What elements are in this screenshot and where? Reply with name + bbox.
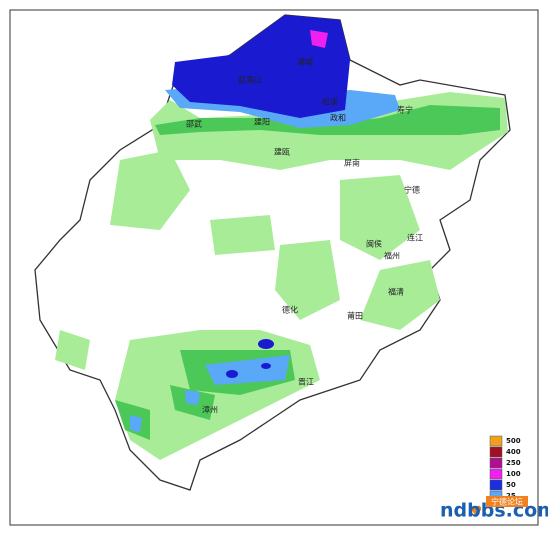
- city-label: 屏南: [344, 158, 360, 168]
- city-label: 建瓯: [274, 147, 290, 157]
- city-label: 邵武: [186, 119, 202, 129]
- rain-area: [258, 339, 274, 349]
- city-label: 晋江: [298, 378, 314, 387]
- city-label: 浦城: [297, 57, 313, 67]
- legend-swatch: [489, 468, 503, 480]
- rain-area: [130, 355, 290, 432]
- legend-swatch: [489, 479, 503, 491]
- legend-swatch: [489, 435, 503, 447]
- rain-area: [261, 363, 271, 369]
- city-label: 漳州: [202, 405, 218, 415]
- city-label: 建阳: [254, 117, 270, 127]
- city-label: 闽侯: [366, 240, 382, 249]
- legend-value: 50: [506, 481, 516, 489]
- rain-area: [310, 30, 328, 48]
- city-label: 松溪: [322, 97, 338, 107]
- rain-area: [55, 150, 440, 370]
- rain-area: [172, 15, 350, 118]
- legend-value: 400: [506, 448, 521, 456]
- city-label: 武夷山: [238, 75, 262, 85]
- legend-value: 250: [506, 459, 521, 467]
- legend-swatch: [489, 446, 503, 458]
- rain-area: [226, 370, 238, 378]
- badge-bg: [486, 496, 528, 507]
- legend-value: 100: [506, 470, 521, 478]
- city-label: 宁德: [404, 185, 420, 195]
- city-label: 莆田: [347, 311, 363, 321]
- city-label: 连江: [407, 233, 423, 243]
- city-label: 福州: [384, 252, 400, 261]
- city-label: 德化: [282, 305, 298, 315]
- rain-area: [155, 105, 500, 135]
- city-label: 寿宁: [397, 105, 413, 115]
- legend-value: 500: [506, 437, 521, 445]
- city-label: 政和: [330, 113, 346, 123]
- city-label: 福清: [388, 287, 404, 297]
- watermark-icon: ♥: [470, 504, 483, 520]
- watermark-badge: 宁德论坛: [491, 497, 523, 507]
- legend-swatch: [489, 457, 503, 469]
